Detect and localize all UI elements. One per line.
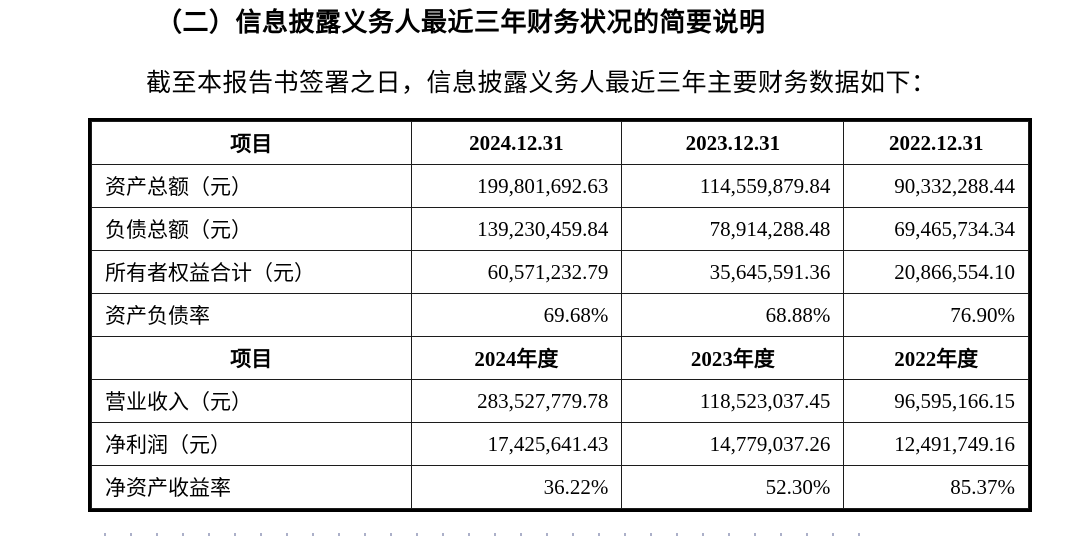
value-cell: 17,425,641.43 bbox=[410, 422, 623, 466]
header-cell-2024-date: 2024.12.31 bbox=[410, 121, 623, 165]
financial-table: 项目 2024.12.31 2023.12.31 2022.12.31 资产总额… bbox=[91, 121, 1029, 509]
table-row-operating-revenue: 营业收入（元） 283,527,779.78 118,523,037.45 96… bbox=[91, 379, 1029, 423]
header-cell-2022-date: 2022.12.31 bbox=[843, 121, 1029, 165]
value-cell: 35,645,591.36 bbox=[621, 250, 845, 294]
table-row-total-liabilities: 负债总额（元） 139,230,459.84 78,914,288.48 69,… bbox=[91, 207, 1029, 251]
clipped-next-line-remnant bbox=[104, 533, 864, 536]
section-heading: （二）信息披露义务人最近三年财务状况的简要说明 bbox=[156, 7, 766, 37]
header-cell-2023-year: 2023年度 bbox=[621, 336, 845, 380]
header-cell-item: 项目 bbox=[91, 336, 412, 380]
value-cell: 90,332,288.44 bbox=[843, 164, 1029, 208]
header-cell-2022-year: 2022年度 bbox=[843, 336, 1029, 380]
value-cell: 68.88% bbox=[621, 293, 845, 337]
value-cell: 60,571,232.79 bbox=[410, 250, 623, 294]
row-label-cell: 营业收入（元） bbox=[91, 379, 412, 423]
value-cell: 118,523,037.45 bbox=[621, 379, 845, 423]
value-cell: 69,465,734.34 bbox=[843, 207, 1029, 251]
value-cell: 96,595,166.15 bbox=[843, 379, 1029, 423]
financial-table-frame: 项目 2024.12.31 2023.12.31 2022.12.31 资产总额… bbox=[88, 118, 1032, 512]
value-cell: 139,230,459.84 bbox=[410, 207, 623, 251]
balance-header-row: 项目 2024.12.31 2023.12.31 2022.12.31 bbox=[91, 121, 1029, 165]
header-cell-2023-date: 2023.12.31 bbox=[621, 121, 845, 165]
row-label-cell: 负债总额（元） bbox=[91, 207, 412, 251]
table-row-debt-ratio: 资产负债率 69.68% 68.88% 76.90% bbox=[91, 293, 1029, 337]
value-cell: 85.37% bbox=[843, 465, 1029, 509]
row-label-cell: 资产负债率 bbox=[91, 293, 412, 337]
table-row-total-assets: 资产总额（元） 199,801,692.63 114,559,879.84 90… bbox=[91, 164, 1029, 208]
row-label-cell: 净利润（元） bbox=[91, 422, 412, 466]
value-cell: 76.90% bbox=[843, 293, 1029, 337]
header-cell-2024-year: 2024年度 bbox=[410, 336, 623, 380]
value-cell: 12,491,749.16 bbox=[843, 422, 1029, 466]
value-cell: 52.30% bbox=[621, 465, 845, 509]
row-label-cell: 所有者权益合计（元） bbox=[91, 250, 412, 294]
value-cell: 199,801,692.63 bbox=[410, 164, 623, 208]
value-cell: 20,866,554.10 bbox=[843, 250, 1029, 294]
value-cell: 36.22% bbox=[410, 465, 623, 509]
value-cell: 14,779,037.26 bbox=[621, 422, 845, 466]
value-cell: 283,527,779.78 bbox=[410, 379, 623, 423]
value-cell: 78,914,288.48 bbox=[621, 207, 845, 251]
intro-paragraph: 截至本报告书签署之日，信息披露义务人最近三年主要财务数据如下： bbox=[146, 70, 937, 97]
table-row-return-on-equity: 净资产收益率 36.22% 52.30% 85.37% bbox=[91, 465, 1029, 509]
income-header-row: 项目 2024年度 2023年度 2022年度 bbox=[91, 336, 1029, 380]
table-row-owners-equity: 所有者权益合计（元） 60,571,232.79 35,645,591.36 2… bbox=[91, 250, 1029, 294]
row-label-cell: 净资产收益率 bbox=[91, 465, 412, 509]
table-row-net-profit: 净利润（元） 17,425,641.43 14,779,037.26 12,49… bbox=[91, 422, 1029, 466]
value-cell: 114,559,879.84 bbox=[621, 164, 845, 208]
row-label-cell: 资产总额（元） bbox=[91, 164, 412, 208]
header-cell-item: 项目 bbox=[91, 121, 412, 165]
value-cell: 69.68% bbox=[410, 293, 623, 337]
